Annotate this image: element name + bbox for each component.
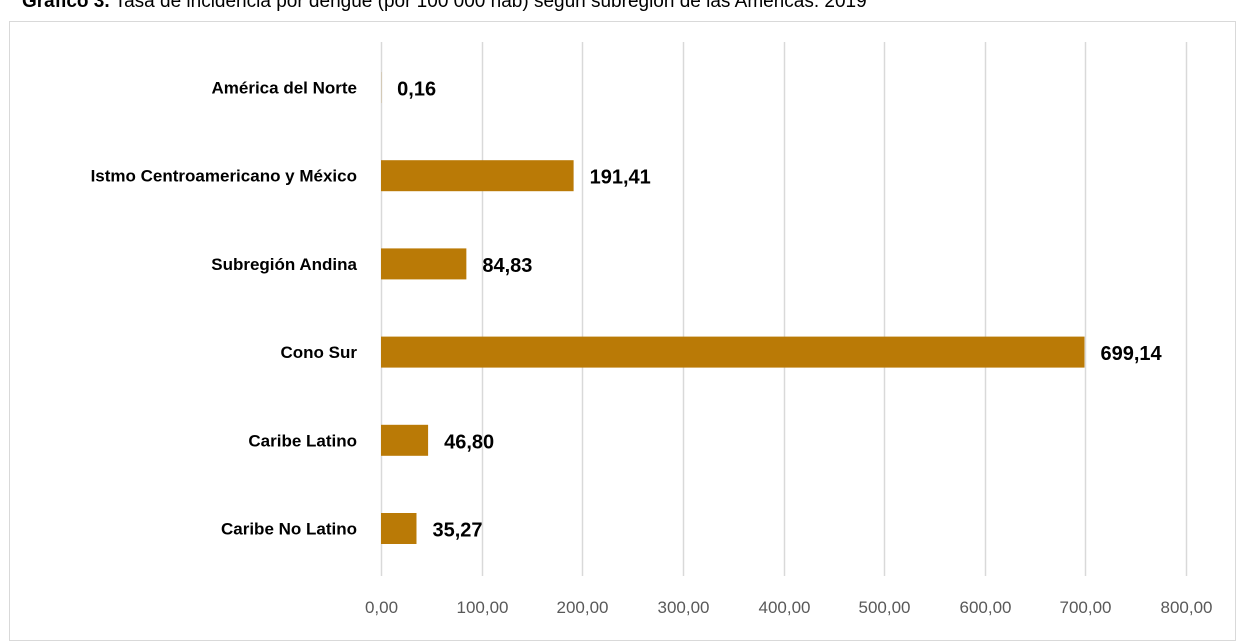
category-label: América del Norte [212,79,358,98]
value-label: 699,14 [1101,343,1163,365]
bar [381,337,1085,368]
bar [381,513,416,544]
value-label: 191,41 [590,167,651,189]
x-tick-label: 600,00 [960,598,1012,617]
category-label: Subregión Andina [211,255,357,274]
value-label: 35,27 [432,520,482,542]
category-label: Cono Sur [281,343,358,362]
value-label: 84,83 [482,255,532,277]
x-tick-label: 800,00 [1161,598,1213,617]
category-label: Istmo Centroamericano y México [91,167,357,186]
x-tick-label: 200,00 [557,598,609,617]
x-tick-label: 400,00 [759,598,811,617]
x-tick-label: 0,00 [365,598,398,617]
value-label: 0,16 [397,79,436,101]
x-tick-label: 500,00 [859,598,911,617]
x-tick-label: 700,00 [1060,598,1112,617]
x-tick-label: 300,00 [658,598,710,617]
bar [381,160,574,191]
x-tick-label: 100,00 [457,598,509,617]
value-label: 46,80 [444,431,494,453]
bar [381,248,466,279]
category-label: Caribe Latino [248,431,357,450]
category-label: Caribe No Latino [221,520,357,539]
bar [381,425,428,456]
